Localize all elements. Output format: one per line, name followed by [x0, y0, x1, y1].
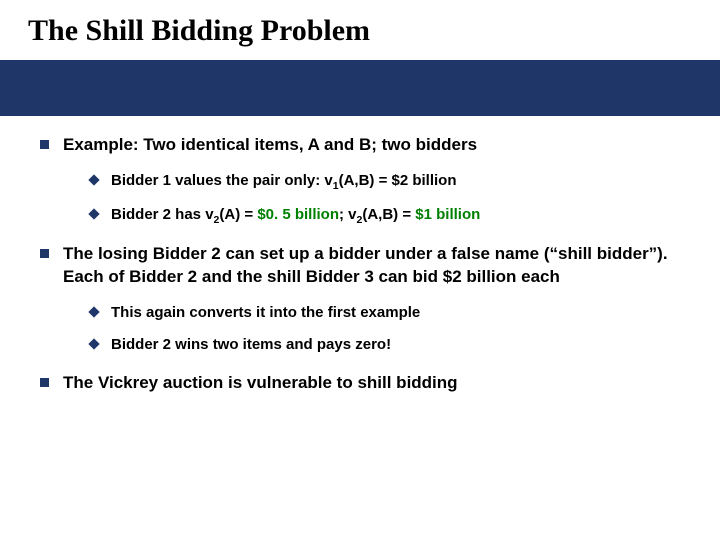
bullet-level2: Bidder 2 has v2(A) = $0. 5 billion; v2(A…	[90, 205, 680, 227]
diamond-bullet-icon	[88, 339, 99, 350]
bullet-level2: Bidder 1 values the pair only: v1(A,B) =…	[90, 171, 680, 193]
bullet-level1: The losing Bidder 2 can set up a bidder …	[40, 243, 680, 289]
title-banner	[0, 60, 720, 116]
text-fragment: (A,B) = $2 billion	[339, 172, 457, 189]
bullet-text: Bidder 2 has v2(A) = $0. 5 billion; v2(A…	[111, 205, 680, 227]
slide-title: The Shill Bidding Problem	[28, 14, 720, 48]
content-area: Example: Two identical items, A and B; t…	[0, 116, 720, 395]
square-bullet-icon	[40, 378, 49, 387]
text-fragment: Bidder 1 values the pair only: v	[111, 172, 333, 189]
highlight-green: $0. 5 billion	[257, 206, 339, 223]
slide: The Shill Bidding Problem Example: Two i…	[0, 0, 720, 540]
text-fragment: (A,B) =	[362, 206, 415, 223]
diamond-bullet-icon	[88, 306, 99, 317]
sub-bullet-group: Bidder 1 values the pair only: v1(A,B) =…	[90, 171, 680, 227]
bullet-level1: Example: Two identical items, A and B; t…	[40, 134, 680, 157]
bullet-level1: The Vickrey auction is vulnerable to shi…	[40, 372, 680, 395]
bullet-text: This again converts it into the first ex…	[111, 303, 680, 323]
title-area: The Shill Bidding Problem	[0, 0, 720, 60]
text-fragment: (A) =	[219, 206, 257, 223]
bullet-level2: Bidder 2 wins two items and pays zero!	[90, 335, 680, 355]
sub-bullet-group: This again converts it into the first ex…	[90, 303, 680, 356]
square-bullet-icon	[40, 140, 49, 149]
diamond-bullet-icon	[88, 174, 99, 185]
bullet-text: Example: Two identical items, A and B; t…	[63, 134, 680, 157]
highlight-green: $1 billion	[415, 206, 480, 223]
text-fragment: Bidder 2 has v	[111, 206, 214, 223]
square-bullet-icon	[40, 249, 49, 258]
diamond-bullet-icon	[88, 208, 99, 219]
bullet-text: The Vickrey auction is vulnerable to shi…	[63, 372, 680, 395]
bullet-level2: This again converts it into the first ex…	[90, 303, 680, 323]
bullet-text: Bidder 2 wins two items and pays zero!	[111, 335, 680, 355]
text-fragment: ; v	[339, 206, 357, 223]
bullet-text: The losing Bidder 2 can set up a bidder …	[63, 243, 680, 289]
bullet-text: Bidder 1 values the pair only: v1(A,B) =…	[111, 171, 680, 193]
